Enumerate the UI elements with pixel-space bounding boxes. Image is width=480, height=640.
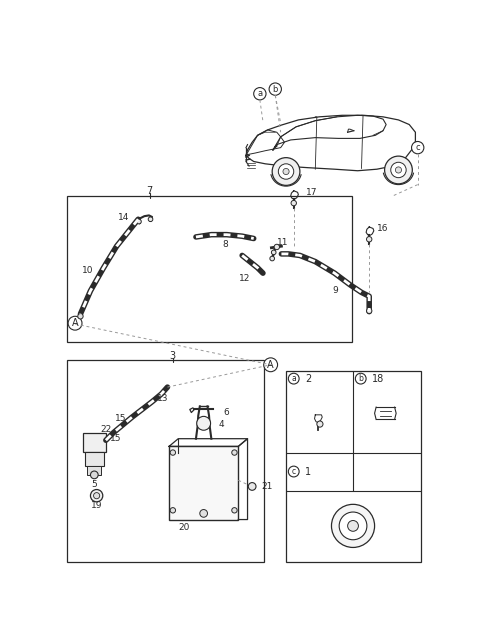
Text: 3: 3 — [170, 351, 176, 360]
Bar — [169, 447, 238, 520]
Text: c: c — [292, 467, 296, 476]
Text: 14: 14 — [118, 213, 129, 222]
Text: 7: 7 — [146, 186, 153, 196]
Text: a: a — [291, 374, 296, 383]
Bar — [87, 466, 101, 475]
Text: 15: 15 — [110, 434, 121, 443]
Text: c: c — [415, 143, 420, 152]
Circle shape — [90, 471, 98, 479]
Text: 10: 10 — [82, 266, 94, 275]
Circle shape — [274, 244, 279, 250]
Text: 16: 16 — [377, 224, 388, 233]
Circle shape — [200, 509, 207, 517]
Circle shape — [367, 237, 372, 242]
Circle shape — [270, 256, 275, 261]
Circle shape — [411, 141, 424, 154]
Text: 17: 17 — [306, 188, 318, 196]
Text: 22: 22 — [100, 425, 111, 434]
Text: 18: 18 — [372, 374, 384, 383]
Text: A: A — [72, 318, 78, 328]
Text: 2: 2 — [305, 374, 312, 383]
Text: 13: 13 — [157, 394, 169, 403]
Text: 21: 21 — [262, 482, 273, 491]
Bar — [85, 452, 104, 466]
Circle shape — [384, 156, 412, 184]
Circle shape — [254, 88, 266, 100]
Circle shape — [288, 373, 299, 384]
Bar — [286, 371, 421, 562]
Text: 4: 4 — [219, 420, 225, 429]
Text: 5: 5 — [91, 481, 97, 490]
Text: 15: 15 — [115, 414, 127, 423]
Circle shape — [232, 508, 237, 513]
Circle shape — [391, 163, 406, 178]
Text: b: b — [358, 374, 363, 383]
Circle shape — [278, 164, 294, 179]
Text: b: b — [273, 84, 278, 93]
Circle shape — [291, 200, 297, 206]
Circle shape — [90, 490, 103, 502]
Circle shape — [170, 450, 176, 455]
Circle shape — [269, 83, 281, 95]
Circle shape — [271, 250, 276, 255]
Circle shape — [232, 450, 237, 455]
Text: 12: 12 — [239, 274, 250, 283]
Circle shape — [197, 417, 211, 430]
Text: 8: 8 — [222, 240, 228, 249]
Circle shape — [288, 466, 299, 477]
Bar — [67, 360, 264, 562]
Circle shape — [170, 508, 176, 513]
Bar — [67, 196, 352, 342]
Circle shape — [148, 217, 153, 221]
Text: A: A — [267, 360, 274, 370]
Circle shape — [94, 493, 100, 499]
Circle shape — [264, 358, 277, 372]
Text: 19: 19 — [91, 501, 102, 510]
Text: 6: 6 — [223, 408, 228, 417]
Circle shape — [396, 167, 402, 173]
Circle shape — [348, 520, 359, 531]
Text: 20: 20 — [179, 523, 190, 532]
Circle shape — [283, 168, 289, 175]
Circle shape — [68, 316, 82, 330]
Circle shape — [339, 512, 367, 540]
Text: a: a — [257, 89, 263, 98]
Circle shape — [248, 483, 256, 490]
Circle shape — [272, 157, 300, 186]
Text: 11: 11 — [277, 238, 288, 247]
Circle shape — [78, 314, 83, 319]
Text: 1: 1 — [305, 467, 312, 477]
Circle shape — [367, 308, 372, 314]
Circle shape — [355, 373, 366, 384]
Circle shape — [332, 504, 374, 547]
Text: 9: 9 — [332, 286, 338, 296]
Circle shape — [137, 220, 141, 224]
Circle shape — [317, 421, 323, 427]
Bar — [83, 433, 106, 452]
